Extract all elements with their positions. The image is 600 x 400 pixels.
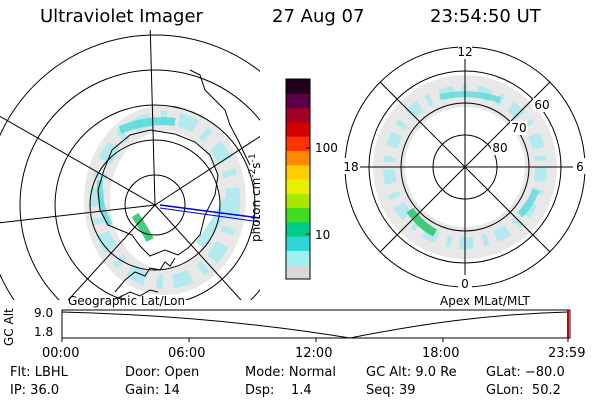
gc-alt-axis-label: GC Alt — [2, 308, 16, 346]
time-label: 23:54:50 UT — [430, 6, 541, 27]
lat-label-70: 70 — [511, 121, 526, 135]
mlt-label-6: 6 — [576, 160, 584, 174]
colorbar-segment — [286, 179, 310, 194]
coastline-africa — [189, 69, 251, 166]
colorbar-segment — [286, 79, 310, 94]
mlt-label-18: 18 — [343, 160, 358, 174]
colorbar-segment — [286, 250, 310, 266]
colorbar-tick-10: 10 — [315, 228, 331, 242]
coastline — [97, 129, 219, 257]
mode-info: Mode: Normal — [245, 365, 336, 380]
colorbar-segment — [286, 236, 310, 251]
time-tick-1800: 18:00 — [422, 346, 460, 361]
door-info: Door: Open — [125, 365, 200, 380]
colorbar-tick-100: 100 — [315, 141, 338, 155]
mlt-label-12: 12 — [457, 45, 472, 59]
instrument-title: Ultraviolet Imager — [40, 6, 203, 27]
filter-info: Flt: LBHL — [10, 365, 68, 380]
time-tick-1200: 12:00 — [295, 346, 333, 361]
colorbar-segment — [286, 164, 310, 180]
altitude-strip-plot — [61, 309, 571, 342]
aurora-oval-geographic — [84, 105, 246, 295]
lat-label-60: 60 — [534, 98, 549, 112]
colorbar-segment — [286, 221, 310, 237]
color-bar — [285, 78, 311, 280]
lat-label-80: 80 — [492, 141, 507, 155]
colorbar-segment — [286, 193, 310, 209]
magnetic-map: 12 6 0 18 60 70 80 — [342, 45, 587, 291]
colorbar-segment — [286, 264, 310, 280]
dsp-info: Dsp: 1.4 — [245, 383, 312, 398]
glon-info: GLon: 50.2 — [486, 383, 561, 398]
date-label: 27 Aug 07 — [272, 6, 365, 27]
colorbar-segment — [286, 121, 310, 137]
time-tick-0600: 06:00 — [168, 346, 206, 361]
colorbar-segment — [286, 207, 310, 223]
glat-info: GLat: −80.0 — [486, 365, 565, 380]
colorbar-segment — [286, 107, 310, 123]
altitude-curve — [61, 311, 569, 339]
colorbar-segment — [286, 136, 310, 151]
gc-alt-info: GC Alt: 9.0 Re — [366, 365, 457, 380]
time-tick-2359: 23:59 — [548, 346, 586, 361]
satellite-track — [159, 204, 260, 219]
gc-alt-bottom-tick: 1.8 — [34, 325, 54, 339]
geographic-map — [0, 30, 260, 300]
coastline-south-america — [114, 257, 176, 299]
ip-info: IP: 36.0 — [10, 383, 60, 398]
seq-info: Seq: 39 — [366, 383, 416, 398]
colorbar-segment — [286, 93, 310, 109]
geographic-caption: Geographic Lat/Lon — [68, 294, 186, 308]
colorbar-segment — [286, 150, 310, 166]
magnetic-caption: Apex MLat/MLT — [440, 294, 530, 308]
time-tick-0000: 00:00 — [42, 346, 80, 361]
gc-alt-top-tick: 9.0 — [34, 306, 54, 320]
colorbar-unit-label: photon cm-2s-1 — [248, 153, 263, 242]
mlt-label-0: 0 — [461, 277, 469, 291]
gain-info: Gain: 14 — [125, 383, 180, 398]
